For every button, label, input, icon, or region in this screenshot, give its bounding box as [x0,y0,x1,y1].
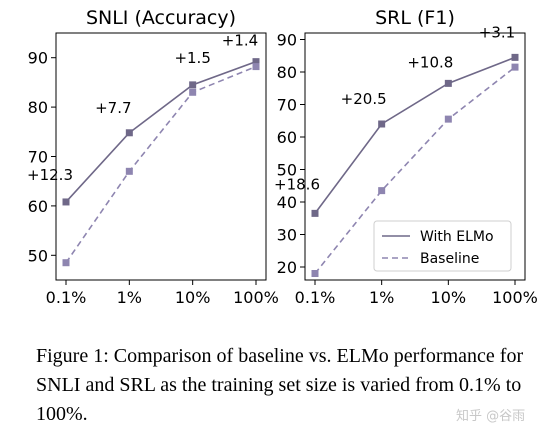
series-line-with-elmo [314,56,516,214]
x-tick-label: 0.1% [46,288,87,307]
gain-label: +12.3 [27,166,73,184]
data-point [311,209,319,217]
y-tick-label: 20 [277,258,297,277]
series-line-with-elmo [65,60,257,203]
y-tick-label: 30 [277,226,297,245]
x-tick-label: 10% [175,288,211,307]
data-point [62,259,70,267]
figure-caption: Figure 1: Comparison of baseline vs. ELM… [36,345,524,425]
data-point [252,63,260,71]
x-tick-label: 1% [117,288,142,307]
legend-label: Baseline [420,251,479,267]
chart-title: SRL (F1) [375,7,455,29]
gain-label: +7.7 [95,99,131,117]
y-tick-label: 80 [28,98,48,117]
gain-label: +10.8 [407,53,453,71]
gain-label: +18.6 [274,175,320,193]
y-tick-label: 90 [28,49,48,68]
y-tick-label: 50 [277,161,297,180]
plot-frame [304,32,526,281]
y-tick-label: 70 [277,96,297,115]
gain-label: +20.5 [341,90,387,108]
y-tick-label: 60 [277,128,297,147]
x-tick-label: 100% [492,288,538,307]
chart-panel-2: SRL (F1) 20 30 40 50 60 70 80 90 0.1% 1% 10% 100% +18… [274,7,538,307]
data-point [511,53,519,61]
y-tick-label: 90 [277,31,297,50]
series-line-baseline [65,65,257,264]
series-line-baseline [314,66,516,275]
y-tick-label: 40 [277,193,297,212]
y-tick-label: 60 [28,197,48,216]
gain-label: +3.1 [479,23,515,41]
x-tick-label: 10% [431,288,467,307]
gain-label: +1.4 [222,32,258,50]
data-point [378,187,386,195]
y-tick-label: 70 [28,148,48,167]
y-tick-label: 50 [28,246,48,265]
data-point [189,88,197,96]
data-point [378,120,386,128]
figure-svg: SNLI (Accuracy) 50 60 70 80 90 0.1% 1% 10% 100% +1… [27,7,538,307]
chart-panel-1: SNLI (Accuracy) 50 60 70 80 90 0.1% 1% 10% 100% +1… [27,7,279,307]
legend-box [373,220,512,272]
data-point [125,129,133,137]
chart-title: SNLI (Accuracy) [86,7,236,29]
x-tick-label: 100% [233,288,279,307]
data-point [62,198,70,206]
data-point [511,63,519,71]
gain-label: +1.5 [174,49,210,67]
x-tick-label: 0.1% [295,288,336,307]
data-point [444,79,452,87]
watermark: 知乎 @谷雨 [456,409,526,424]
data-point [252,58,260,66]
data-point [189,81,197,89]
data-point [311,270,319,277]
legend-label: With ELMo [420,229,494,245]
x-tick-label: 1% [369,288,394,307]
y-tick-label: 80 [277,63,297,82]
data-point [125,167,133,175]
data-point [444,115,452,123]
